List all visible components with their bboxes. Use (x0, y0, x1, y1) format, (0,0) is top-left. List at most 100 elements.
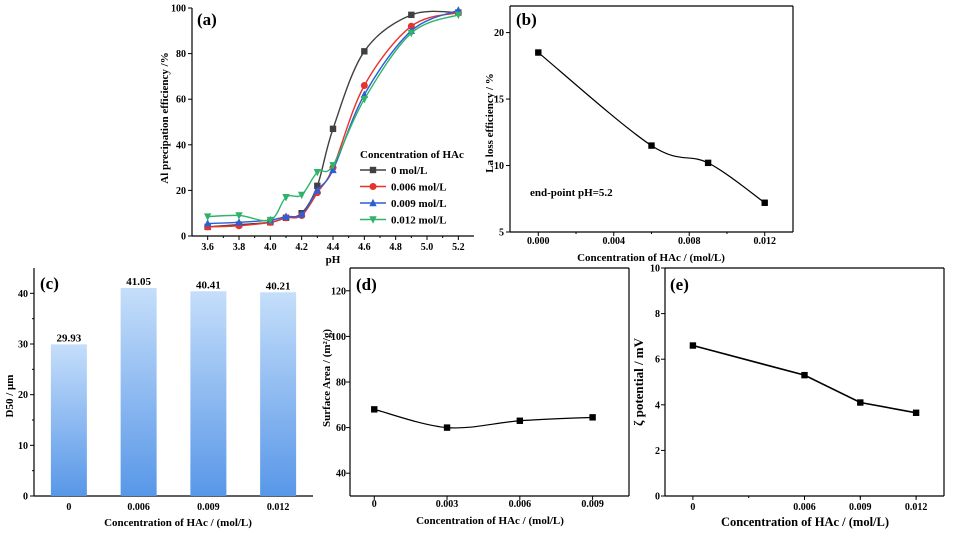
data-point-series-3 (329, 162, 337, 170)
series-line-3 (207, 14, 459, 222)
y-tick-label: 4 (655, 400, 660, 411)
data-point-series-3 (235, 212, 243, 220)
x-tick-label: 4.6 (358, 242, 371, 253)
y-tick-label: 20 (18, 390, 28, 401)
y-tick-label: 5 (499, 228, 504, 239)
series-line (537, 52, 766, 204)
x-tick-label: 0.009 (581, 499, 604, 510)
y-tick-label: 60 (176, 95, 186, 106)
legend-entry: 0.012 mol/L (391, 215, 447, 227)
data-point (689, 342, 697, 349)
y-tick-label: 40 (176, 140, 186, 151)
x-tick-label: 0.009 (849, 502, 872, 513)
x-tick-label: 0 (690, 502, 695, 513)
x-axis-label: Concentration of HAc / (mol/L) (577, 252, 725, 264)
series-line (374, 408, 593, 429)
chart-panel-e: 0 0.006 0.009 0.012 0 2 4 6 8 10 Concentration of … (631, 264, 945, 529)
data-point-series-0 (361, 48, 368, 55)
data-point-series-3 (203, 213, 212, 221)
panel-label: (d) (356, 275, 377, 294)
x-tick-label: 5.0 (421, 242, 434, 253)
x-tick-label: 3.8 (233, 242, 246, 253)
x-tick-label: 0.012 (753, 236, 776, 247)
x-tick-label: 0.006 (793, 502, 816, 513)
chart-panel-b: 0.000 0.004 0.008 0.012 5 10 15 20 Concentration… (484, 5, 794, 264)
y-tick-label: 10 (650, 264, 660, 275)
y-tick-label: 0 (655, 492, 660, 503)
legend-entry: 0.009 mol/L (391, 198, 447, 210)
data-point-series-3 (266, 216, 275, 225)
bar (190, 291, 227, 496)
data-point-series-0 (408, 11, 415, 19)
series-line (692, 344, 917, 414)
panel-label: (b) (516, 10, 537, 29)
data-point (371, 406, 378, 413)
series-line-2 (207, 9, 459, 225)
data-point (516, 417, 524, 424)
x-tick-label: 0.008 (678, 236, 701, 247)
x-tick-label: 0.000 (527, 236, 550, 247)
data-point-series-2 (235, 218, 243, 226)
data-point-series-3 (454, 11, 463, 20)
data-point-series-2 (282, 212, 290, 220)
data-point (801, 371, 808, 379)
x-tick-label: 0.003 (436, 499, 459, 510)
y-tick-label: 80 (336, 378, 346, 389)
y-tick-label: 60 (336, 423, 346, 434)
chart-panel-d: 0 0.003 0.006 0.009 40 60 80 100 120 Concentratio… (321, 267, 630, 527)
bar (50, 344, 87, 496)
bar (260, 292, 297, 496)
y-tick-label: 0 (181, 232, 186, 243)
data-point-series-3 (282, 194, 290, 202)
data-point (761, 199, 768, 206)
data-point-series-3 (297, 191, 306, 200)
y-tick-label: 40 (336, 469, 346, 480)
y-tick-label: 2 (655, 446, 660, 457)
data-point-series-2 (203, 219, 212, 227)
x-axis-label: Concentration of HAc / (mol/L) (721, 515, 889, 529)
data-point (535, 49, 542, 56)
y-tick-label: 8 (655, 309, 660, 320)
panel-label: (c) (40, 274, 59, 293)
data-point-series-0 (314, 182, 321, 190)
series-line-0 (207, 10, 459, 228)
x-tick-label: 4.2 (295, 242, 308, 253)
x-tick-label: 4.0 (264, 242, 277, 253)
x-axis-label: Concentration of HAc / (mol/L) (416, 515, 564, 527)
data-point (857, 399, 864, 406)
y-tick-label: 10 (494, 161, 504, 172)
legend-entry: 0 mol/L (391, 165, 427, 177)
x-tick-label: 4.4 (327, 242, 340, 253)
y-tick-label: 0 (23, 492, 28, 503)
data-point-series-0 (329, 125, 337, 133)
y-tick-label: 10 (18, 441, 28, 452)
data-point-series-2 (454, 6, 463, 14)
y-axis-label: Al precipation efficiency /% (159, 52, 171, 183)
legend-marker (369, 216, 377, 224)
x-tick-label: 0.009 (197, 502, 220, 513)
x-tick-label: 0 (372, 499, 377, 510)
x-tick-label: 0.012 (267, 502, 290, 513)
y-axis-label: La loss efficiency / % (484, 73, 496, 173)
y-tick-label: 100 (171, 4, 186, 15)
panel-label: (e) (670, 275, 689, 294)
legend-marker (369, 198, 377, 207)
bar (120, 288, 157, 496)
legend-title: Concentration of HAc (360, 149, 464, 161)
x-axis-label: Concentration of HAc / (mol/L) (104, 517, 252, 529)
data-point (589, 414, 596, 421)
bar-value-label: 29.93 (57, 332, 82, 344)
data-point-series-3 (360, 96, 369, 104)
data-point-series-3 (407, 29, 416, 38)
data-point (704, 159, 712, 167)
x-tick-label: 0.004 (603, 236, 626, 247)
series-line-1 (207, 11, 459, 228)
x-tick-label: 0.006 (509, 499, 532, 510)
x-axis-label: pH (326, 254, 341, 266)
data-point-series-2 (313, 186, 322, 194)
data-point-series-2 (297, 210, 306, 218)
data-point-series-1 (407, 22, 415, 30)
y-tick-label: 30 (18, 340, 28, 351)
y-tick-label: 20 (494, 28, 504, 39)
bar-value-label: 41.05 (126, 276, 151, 288)
